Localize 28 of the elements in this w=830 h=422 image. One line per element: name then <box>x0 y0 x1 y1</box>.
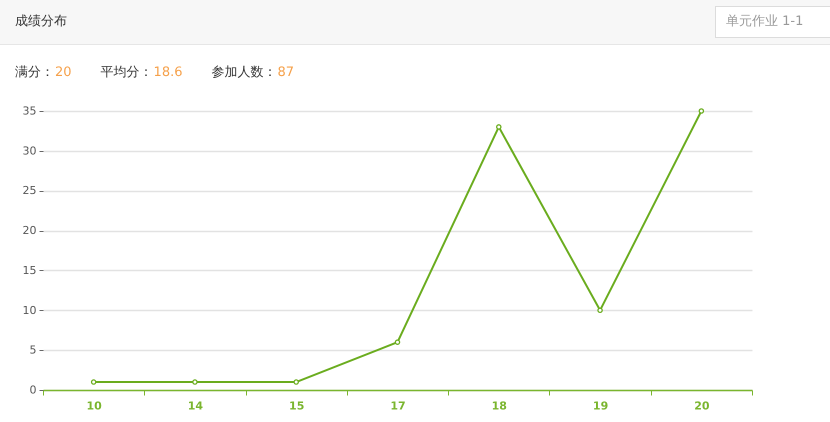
y-tick-label: 35 <box>22 104 36 118</box>
x-tick-label: 20 <box>694 400 710 412</box>
x-tick-label: 15 <box>289 400 304 412</box>
chart-subtitle: 单元作业 1-1 <box>726 14 804 30</box>
x-tick-label: 17 <box>390 400 406 412</box>
point <box>293 379 299 385</box>
dropdown-field: 单元作业 1-1 <box>715 6 830 38</box>
y-tick-label: 0 <box>30 384 36 396</box>
y-tick-label: 25 <box>22 184 36 198</box>
point <box>698 108 704 114</box>
x-tick-label: 10 <box>86 400 102 412</box>
text: 参加人数：87 <box>212 65 294 80</box>
x-tick-label: 18 <box>492 400 507 412</box>
y-tick-label: 15 <box>22 264 36 277</box>
x-tick-label: 19 <box>592 400 608 412</box>
text: 平均分：18.6 <box>100 65 182 80</box>
y-tick-label: 5 <box>30 344 36 357</box>
y-tick-label: 10 <box>22 304 36 317</box>
y-tick-label: 30 <box>22 144 36 158</box>
y-tick-label: 20 <box>22 224 36 238</box>
point <box>496 124 502 130</box>
point <box>394 339 400 345</box>
text: 满分：20 <box>15 65 72 80</box>
point <box>192 379 198 385</box>
x-tick-label: 14 <box>188 400 204 412</box>
chart-title: 成绩分布 <box>15 13 67 31</box>
point <box>90 379 96 385</box>
point <box>597 308 603 314</box>
